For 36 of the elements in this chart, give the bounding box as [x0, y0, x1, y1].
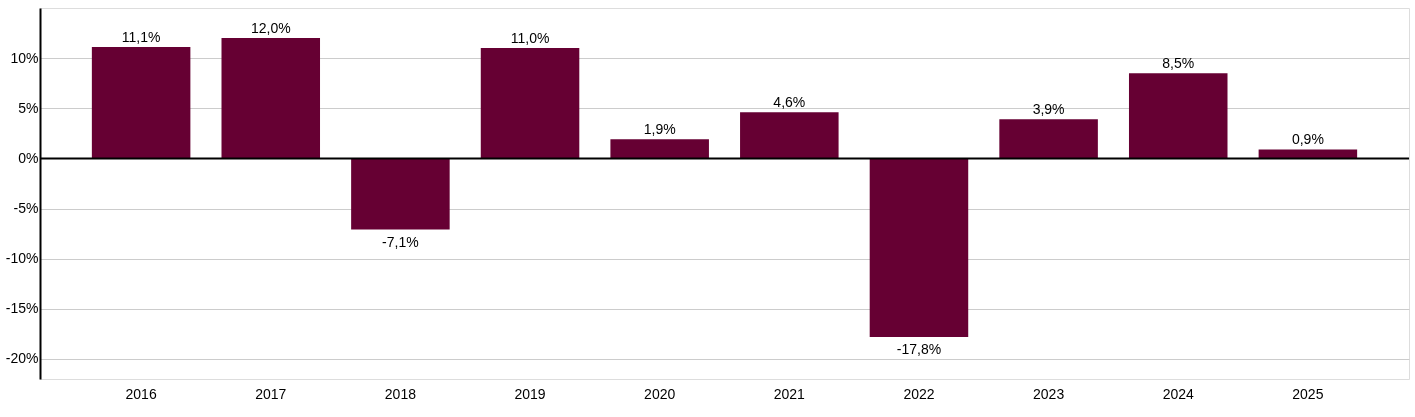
bar: [221, 38, 321, 159]
bar: [999, 119, 1098, 159]
bar: [610, 139, 709, 159]
x-tick-label: 2023: [1033, 385, 1065, 402]
data-label: 4,6%: [773, 94, 806, 111]
bar: [869, 158, 969, 337]
bar: [480, 48, 580, 159]
y-tick-label: -20%: [5, 350, 39, 367]
data-label: -17,8%: [896, 340, 942, 357]
data-label: 12,0%: [250, 20, 291, 37]
x-tick-label: 2017: [255, 385, 287, 402]
bar: [351, 158, 450, 230]
data-label: 8,5%: [1162, 55, 1195, 72]
x-tick-label: 2024: [1162, 385, 1195, 402]
x-tick-label: 2016: [125, 385, 157, 402]
y-tick-label: 0%: [18, 149, 39, 166]
y-tick-label: -5%: [13, 200, 39, 217]
y-tick-label: 10%: [10, 49, 39, 66]
data-label: 3,9%: [1032, 101, 1065, 118]
data-label: 1,9%: [643, 121, 676, 138]
y-tick-label: -10%: [5, 250, 39, 267]
bar: [740, 112, 839, 159]
x-tick-label: 2018: [384, 385, 417, 402]
x-tick-label: 2019: [514, 385, 546, 402]
bar: [91, 47, 191, 159]
y-tick-label: -15%: [5, 300, 39, 317]
x-tick-label: 2021: [773, 385, 806, 402]
data-label: 11,1%: [121, 29, 161, 46]
data-label: 11,0%: [510, 30, 550, 47]
y-tick-label: 5%: [18, 99, 39, 116]
data-label: -7,1%: [382, 233, 419, 250]
bar: [1128, 73, 1228, 159]
x-tick-label: 2020: [644, 385, 676, 402]
x-tick-label: 2022: [903, 385, 935, 402]
x-tick-label: 2025: [1292, 385, 1324, 402]
data-label: 0,9%: [1291, 131, 1324, 148]
